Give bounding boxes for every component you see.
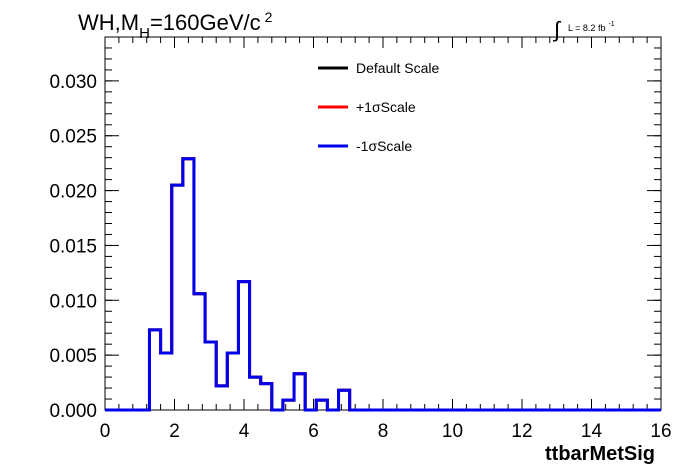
x-axis-title: ttbarMetSig bbox=[545, 443, 655, 465]
legend-label-1: Default Scale bbox=[356, 60, 439, 76]
plot-frame bbox=[104, 36, 662, 411]
x-axis: 0 2 4 6 8 10 12 14 16 bbox=[100, 37, 672, 442]
y-tick-label: 0.015 bbox=[49, 236, 97, 257]
legend-label-3: -1σScale bbox=[356, 138, 412, 154]
luminosity-label: L = 8.2 fb -1 bbox=[568, 21, 615, 33]
x-tick-label: 10 bbox=[442, 421, 463, 442]
y-tick-label: 0.000 bbox=[49, 401, 97, 422]
x-tick-label: 14 bbox=[581, 421, 603, 442]
luminosity-text: L = 8.2 fb bbox=[568, 23, 605, 33]
x-tick-label: 8 bbox=[378, 421, 389, 442]
y-tick-label: 0.025 bbox=[49, 127, 97, 148]
luminosity-sup: -1 bbox=[608, 21, 614, 28]
series-group bbox=[105, 157, 661, 412]
y-tick-label: 0.020 bbox=[49, 182, 97, 203]
chart-title-main: WH,M bbox=[78, 10, 139, 35]
chart-title: WH,MH=160GeV/c 2 bbox=[78, 9, 273, 42]
chart-title-rest: =160GeV/c bbox=[150, 10, 261, 35]
x-tick-label: 12 bbox=[511, 421, 532, 442]
chart-title-sup: 2 bbox=[265, 9, 273, 25]
x-tick-label: 4 bbox=[239, 421, 250, 442]
series-line-2 bbox=[105, 157, 661, 412]
x-tick-label: 16 bbox=[650, 421, 671, 442]
legend-label-2: +1σScale bbox=[356, 99, 416, 115]
series-line-1 bbox=[105, 157, 661, 412]
x-tick-label: 6 bbox=[308, 421, 319, 442]
y-tick-label: 0.030 bbox=[49, 72, 97, 93]
x-tick-label: 2 bbox=[169, 421, 180, 442]
y-axis: 0.000 0.005 0.010 0.015 0.020 0.025 0.030 bbox=[49, 36, 661, 422]
x-tick-label: 0 bbox=[100, 421, 111, 442]
y-tick-label: 0.005 bbox=[49, 346, 97, 367]
integral-sign: ∫ bbox=[552, 17, 562, 42]
chart-title-sub: H bbox=[139, 25, 150, 42]
legend: Default Scale +1σScale -1σScale bbox=[318, 60, 439, 154]
series-line-3 bbox=[105, 157, 661, 412]
y-tick-label: 0.010 bbox=[49, 291, 97, 312]
